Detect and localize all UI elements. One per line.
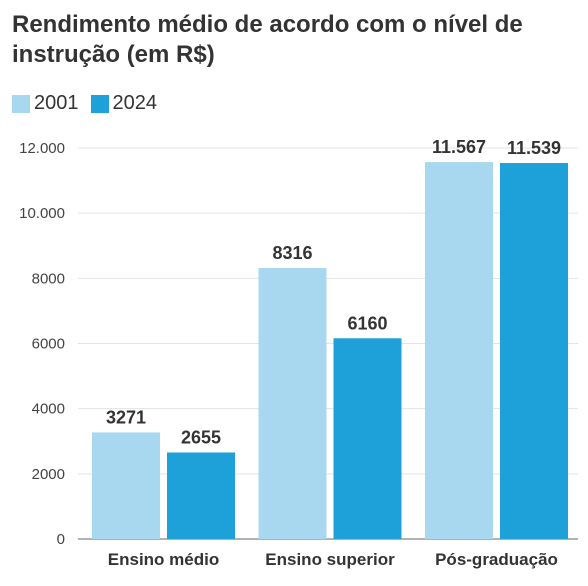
y-tick-label: 10.000 — [19, 205, 65, 222]
y-tick-label: 12.000 — [19, 140, 65, 157]
y-tick-label: 4000 — [32, 401, 65, 418]
category-label: Ensino superior — [265, 550, 395, 569]
bar-2024-1 — [333, 338, 402, 539]
value-label: 2655 — [181, 427, 221, 447]
bar-2001-1 — [258, 268, 327, 539]
legend-swatch-2024 — [90, 94, 109, 113]
chart-title: Rendimento médio de acordo com o nível d… — [12, 11, 523, 68]
legend-item-2024: 2024 — [90, 92, 158, 115]
value-label: 3271 — [106, 407, 146, 427]
category-label: Ensino médio — [108, 550, 219, 569]
y-tick-label: 0 — [57, 531, 65, 548]
legend-item-2001: 2001 — [12, 92, 79, 115]
legend: 2001 2024 — [12, 92, 157, 115]
value-label: 6160 — [347, 313, 387, 333]
bar-2001-0 — [92, 432, 160, 539]
bar-2024-0 — [167, 452, 235, 539]
y-tick-label: 8000 — [32, 270, 65, 287]
y-tick-label: 6000 — [32, 336, 65, 353]
category-label: Pós-graduação — [435, 550, 558, 569]
value-label: 11.567 — [432, 137, 486, 157]
y-tick-label: 2000 — [32, 466, 65, 483]
value-label: 8316 — [272, 243, 312, 263]
legend-swatch-2001 — [12, 94, 30, 113]
legend-label-2024: 2024 — [112, 92, 158, 114]
bar-2001-2 — [425, 162, 493, 539]
value-label: 11.539 — [507, 138, 561, 158]
legend-label-2001: 2001 — [34, 92, 79, 114]
bar-2024-2 — [500, 163, 568, 539]
